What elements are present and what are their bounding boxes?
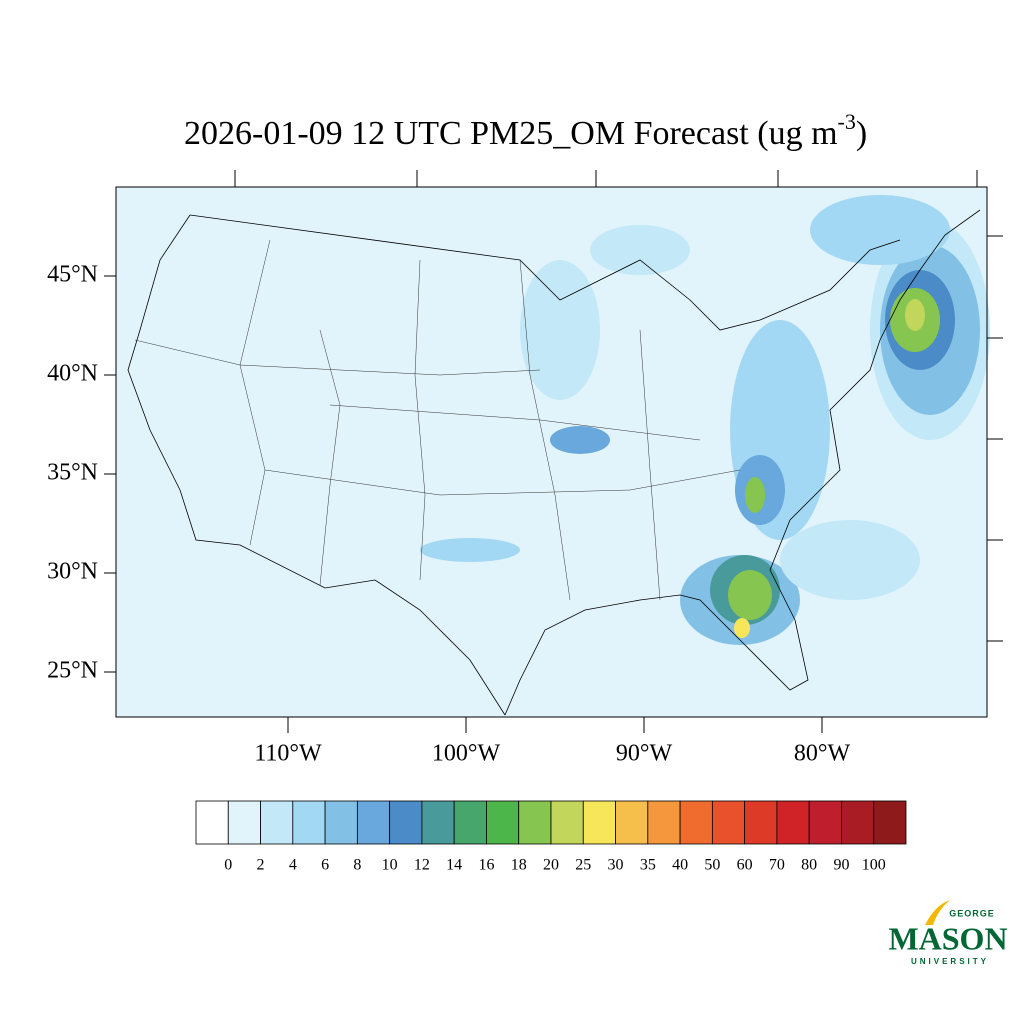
colorbar-label: 4 [289,857,297,874]
concentration-shading [420,195,990,645]
colorbar-label: 80 [801,857,817,874]
lat-tick-label: 40°N [47,361,98,387]
colorbar-box [647,800,681,845]
colorbar-label: 20 [543,857,559,874]
colorbar-box [421,800,455,845]
colorbar-label: 30 [608,857,624,874]
colorbar-label: 14 [446,857,462,874]
colorbar-label: 50 [704,857,720,874]
colorbar-label: 35 [640,857,656,874]
colorbar-label: 90 [833,857,849,874]
colorbar-label: 60 [737,857,753,874]
lat-tick-label: 45°N [47,262,98,288]
state-borders [134,239,741,601]
colorbar-label: 0 [224,857,232,874]
title-text: 2026-01-09 12 UTC PM25_OM Forecast (ug m [184,115,838,152]
colorbar-box [808,800,842,845]
coastline [127,209,981,716]
colorbar-box [389,800,423,845]
colorbar-box [744,800,778,845]
colorbar-box [260,800,294,845]
lon-tick-label: 100°W [432,741,501,767]
axes: 45°N 40°N 35°N 30°N 25°N 110°W 100°W 90°W 80°W [47,262,850,767]
colorbar-label: 6 [321,857,329,874]
colorbar-box [292,800,326,845]
colorbar-box [486,800,520,845]
logo-top: GEORGE [949,908,995,918]
colorbar-label: 18 [511,857,527,874]
colorbar: 0 2 4 6 8 10 12 14 16 18 20 25 30 35 40 50 60 70 80 90 100 [195,800,907,874]
logo-swoosh [925,900,950,925]
colorbar-box [324,800,358,845]
colorbar-label: 2 [257,857,265,874]
colorbar-box [453,800,487,845]
colorbar-label: 16 [478,857,494,874]
title-suffix: ) [856,115,867,152]
lat-tick-label: 35°N [47,460,98,486]
colorbar-box [550,800,584,845]
colorbar-box [615,800,649,845]
colorbar-box [582,800,616,845]
colorbar-box [873,800,907,845]
logo-bottom: UNIVERSITY [911,957,989,966]
colorbar-label: 70 [769,857,785,874]
colorbar-box [195,800,229,845]
colorbar-box [518,800,552,845]
colorbar-label: 10 [382,857,398,874]
lat-tick-label: 30°N [47,559,98,585]
colorbar-label: 100 [862,857,886,874]
frame-ticks [234,170,1003,642]
colorbar-label: 40 [672,857,688,874]
map-frame [115,186,988,718]
lat-tick-label: 25°N [47,658,98,684]
colorbar-box [356,800,391,845]
title: 2026-01-09 12 UTC PM25_OM Forecast (ug m… [184,109,867,152]
colorbar-box [841,800,875,845]
colorbar-box [711,800,746,845]
logo: GEORGE MASON UNIVERSITY [888,900,1008,966]
colorbar-label: 12 [414,857,430,874]
colorbar-box [679,800,713,845]
colorbar-label: 25 [575,857,591,874]
title-superscript: -3 [838,109,856,134]
lon-tick-label: 90°W [616,741,673,767]
logo-main: MASON [888,920,1007,956]
colorbar-box [776,800,810,845]
colorbar-box [227,800,261,845]
lon-tick-label: 110°W [254,741,322,767]
map: 45°N 40°N 35°N 30°N 25°N 110°W 100°W 90°W 80°W [47,170,1003,767]
lon-tick-label: 80°W [794,741,851,767]
colorbar-label: 8 [353,857,361,874]
